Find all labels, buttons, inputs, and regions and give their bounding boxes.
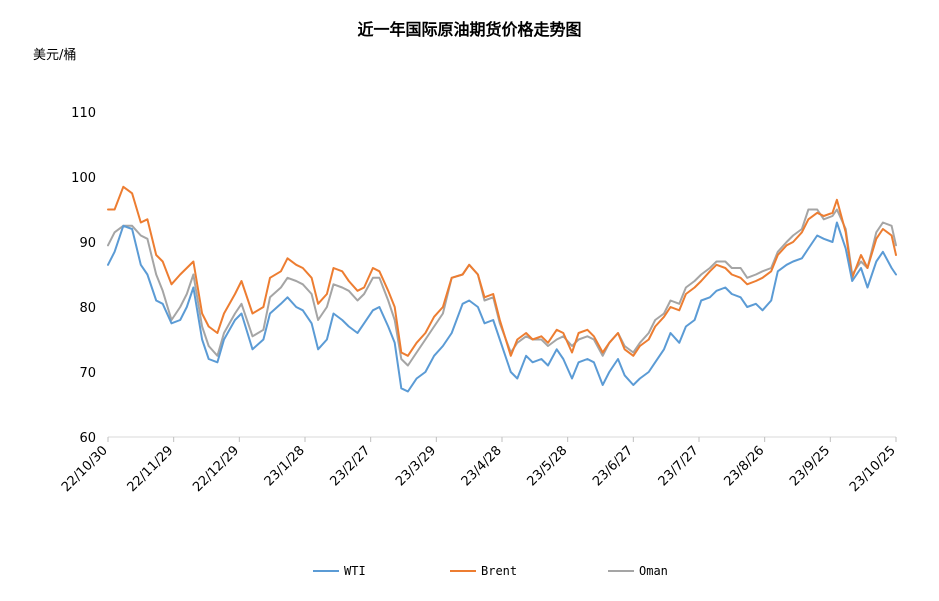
- y-tick-label: 110: [71, 106, 96, 121]
- x-tick-label: 23/1/28: [262, 443, 308, 489]
- x-tick-label: 23/8/26: [721, 443, 767, 489]
- series-line-brent: [107, 185, 897, 357]
- chart-axes: 60 70 80 90 100 110 22/10/30 22/11/29 22/12/29 23…: [59, 106, 899, 495]
- x-tick-label: 23/2/27: [327, 443, 373, 489]
- x-tick-label: 23/5/28: [524, 443, 570, 489]
- x-tick-label: 23/4/28: [459, 443, 505, 489]
- series-line-oman: [107, 208, 897, 367]
- x-tick-label: 23/3/29: [393, 443, 439, 489]
- y-tick-label: 90: [79, 236, 96, 251]
- x-tick-label: 23/9/25: [787, 443, 833, 489]
- y-tick-label: 60: [79, 431, 96, 446]
- legend-label-oman: Oman: [639, 564, 668, 578]
- x-tick-label: 23/6/27: [590, 443, 636, 489]
- y-tick-label: 70: [79, 366, 96, 381]
- x-tick-label: 22/12/29: [190, 443, 242, 495]
- chart-title: 近一年国际原油期货价格走势图: [357, 20, 582, 39]
- x-tick-label: 22/11/29: [125, 443, 177, 495]
- y-tick-label: 100: [71, 171, 96, 186]
- legend-label-brent: Brent: [481, 564, 517, 578]
- y-tick-label: 80: [79, 301, 96, 316]
- x-tick-label: 22/10/30: [59, 443, 111, 495]
- x-tick-label: 23/10/25: [847, 443, 899, 495]
- series-layer: [107, 185, 897, 393]
- x-tick-label: 23/7/27: [656, 443, 702, 489]
- legend-label-wti: WTI: [344, 564, 366, 578]
- legend: WTI Brent Oman: [313, 564, 668, 578]
- unit-label: 美元/桶: [33, 48, 77, 63]
- series-line-wti: [107, 221, 897, 393]
